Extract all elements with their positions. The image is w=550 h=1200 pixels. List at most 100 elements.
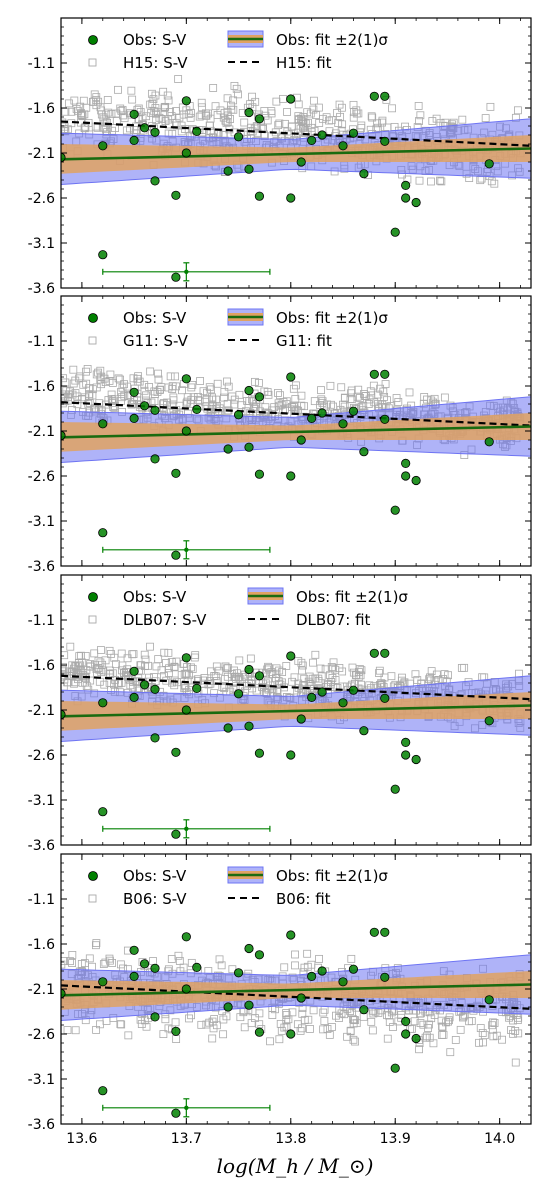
model-point	[61, 125, 69, 133]
panel-h15: -1.1 -1.6 -2.1 -2.6 -3.1 -3.6 Obs: S-V H15: S…	[28, 17, 532, 297]
model-point	[323, 1025, 332, 1033]
panel-b06: -1.1 -1.6 -2.1 -2.6 -3.1 -3.6 13.6 13.7 13.8 13.9…	[28, 853, 532, 1147]
obs-point	[254, 748, 265, 758]
model-point	[383, 123, 392, 132]
obs-point	[296, 157, 306, 167]
model-point	[85, 392, 94, 401]
model-point	[123, 654, 132, 663]
model-point	[62, 386, 71, 395]
obs-point	[244, 385, 254, 396]
model-point	[197, 1020, 206, 1029]
model-point	[172, 121, 181, 130]
obs-point	[348, 128, 359, 138]
model-fit-line	[61, 984, 531, 1010]
x-axis-label: log(M_h / M_⊙)	[217, 1154, 374, 1178]
model-point	[282, 1011, 291, 1019]
model-point	[425, 675, 434, 684]
model-point	[167, 955, 176, 963]
obs-fit-line	[61, 425, 531, 439]
model-point	[320, 1017, 329, 1025]
model-point	[138, 113, 147, 122]
obs-point	[244, 107, 254, 118]
obs-point	[254, 191, 265, 201]
model-point	[77, 960, 86, 968]
obs-point	[286, 193, 296, 203]
legend-model-square	[88, 615, 97, 624]
model-point	[490, 179, 499, 188]
model-point	[142, 391, 150, 400]
obs-point	[359, 726, 369, 736]
model-point	[136, 661, 145, 670]
model-point	[83, 365, 92, 373]
model-point	[65, 99, 73, 108]
obs-point	[171, 550, 181, 560]
model-point	[149, 95, 158, 104]
model-point	[114, 85, 122, 94]
model-point	[309, 105, 318, 114]
obs-point	[484, 159, 494, 169]
obs-point	[286, 471, 296, 481]
model-point	[75, 666, 84, 675]
model-point	[298, 1009, 307, 1018]
model-point	[437, 1016, 446, 1025]
obs-point	[181, 426, 191, 436]
model-point	[230, 400, 238, 409]
model-point	[164, 669, 173, 677]
model-point	[116, 960, 125, 969]
model-point	[354, 673, 363, 681]
model-point	[294, 112, 303, 121]
model-point	[283, 108, 291, 116]
model-point	[202, 111, 211, 120]
model-point	[215, 955, 224, 964]
model-point	[298, 661, 307, 670]
model-point	[70, 96, 79, 105]
model-point	[73, 400, 82, 409]
obs-point	[98, 141, 108, 151]
model-point	[317, 395, 326, 404]
legend-model-square	[88, 58, 97, 67]
obs-point	[254, 950, 265, 960]
legend-model-label: G11: S-V	[123, 332, 189, 350]
model-fit-line	[61, 674, 531, 701]
model-point	[300, 402, 308, 411]
model-point	[347, 386, 356, 395]
model-point	[186, 399, 195, 408]
model-point	[240, 1023, 249, 1032]
model-point	[340, 1010, 349, 1019]
model-point	[97, 106, 106, 115]
model-point	[77, 658, 86, 667]
model-point	[99, 123, 107, 132]
model-point	[263, 116, 272, 125]
model-point	[427, 177, 435, 186]
model-point	[121, 671, 130, 680]
obs-point	[401, 471, 411, 481]
model-point	[120, 391, 129, 400]
model-point	[230, 395, 239, 404]
model-point	[410, 1017, 419, 1026]
model-point	[82, 367, 90, 376]
model-point	[272, 97, 281, 106]
model-point	[190, 653, 199, 662]
model-point	[128, 399, 137, 408]
model-point	[77, 110, 85, 119]
obs-point	[380, 972, 390, 982]
model-point	[128, 95, 137, 104]
obs-point	[150, 733, 160, 743]
obs-point	[150, 454, 160, 464]
model-point	[276, 1019, 285, 1028]
model-point	[251, 97, 260, 106]
obs-point	[244, 664, 254, 675]
model-point	[309, 1006, 318, 1015]
obs-point	[411, 475, 421, 486]
y-tick-label: -2.1	[28, 703, 55, 719]
model-point	[349, 113, 358, 122]
model-point	[82, 379, 91, 388]
y-tick-label: -3.6	[28, 838, 55, 854]
model-point	[457, 664, 466, 672]
model-point	[160, 648, 169, 657]
model-point	[247, 676, 256, 684]
model-point	[68, 959, 77, 967]
model-point	[209, 84, 218, 92]
model-point	[159, 1030, 168, 1039]
model-point	[77, 395, 86, 403]
